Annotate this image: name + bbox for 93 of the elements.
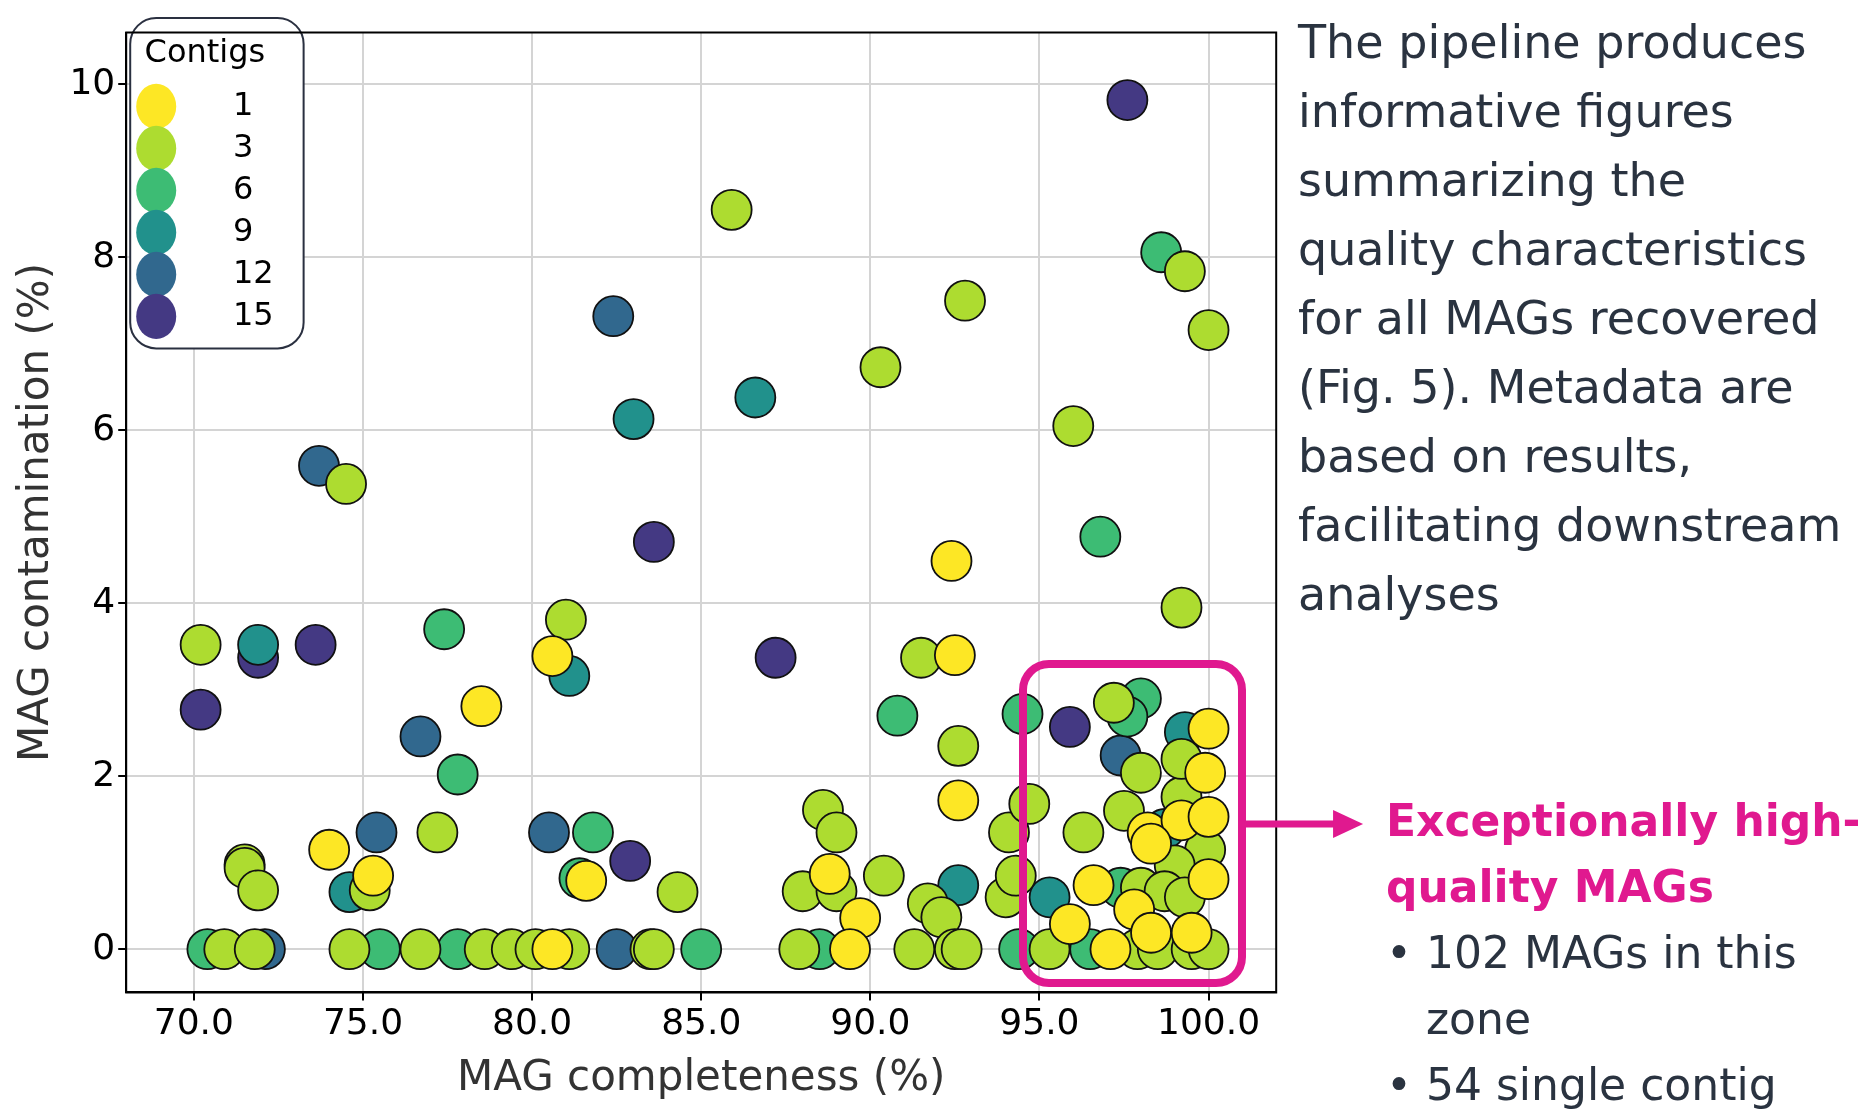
point bbox=[829, 928, 871, 971]
point bbox=[778, 928, 821, 971]
legend-label: 6 bbox=[192, 168, 254, 207]
point bbox=[1092, 681, 1135, 724]
point bbox=[808, 853, 851, 895]
point bbox=[612, 398, 655, 441]
point bbox=[710, 188, 753, 231]
point bbox=[1187, 707, 1230, 750]
point bbox=[237, 623, 280, 666]
point bbox=[1048, 903, 1091, 945]
point bbox=[937, 864, 980, 907]
x-tick-label: 90.0 bbox=[830, 1001, 911, 1043]
point bbox=[355, 811, 398, 854]
point bbox=[1187, 309, 1230, 351]
point bbox=[565, 859, 608, 902]
point bbox=[1160, 586, 1203, 629]
legend-label: 12 bbox=[192, 252, 274, 291]
point bbox=[893, 928, 936, 971]
point bbox=[632, 521, 675, 563]
point bbox=[416, 811, 459, 854]
point bbox=[680, 928, 723, 971]
point bbox=[609, 840, 652, 882]
point bbox=[1130, 911, 1172, 954]
x-axis-title: MAG completeness (%) bbox=[456, 1050, 946, 1100]
legend-label: 1 bbox=[192, 84, 254, 123]
x-tick-label: 85.0 bbox=[661, 1001, 742, 1043]
x-tick-label: 95.0 bbox=[999, 1001, 1080, 1043]
x-tick-label: 75.0 bbox=[322, 1001, 404, 1043]
point bbox=[1048, 706, 1091, 748]
point bbox=[944, 279, 986, 322]
y-tick-label: 10 bbox=[69, 60, 116, 102]
legend-label: 9 bbox=[192, 210, 254, 249]
point bbox=[933, 634, 976, 677]
point bbox=[1120, 751, 1162, 794]
point bbox=[531, 928, 574, 971]
point bbox=[325, 463, 367, 505]
point bbox=[399, 928, 442, 971]
point bbox=[734, 376, 777, 419]
point bbox=[900, 636, 942, 679]
point bbox=[937, 725, 980, 767]
point bbox=[1187, 858, 1230, 901]
text: • 54 single contig bbox=[1386, 1057, 1778, 1112]
legend-label: 3 bbox=[192, 126, 254, 165]
point bbox=[1079, 515, 1122, 558]
text: • 102 MAGs in this zone bbox=[1386, 925, 1798, 1046]
point bbox=[436, 753, 479, 796]
y-tick-label: 8 bbox=[92, 233, 116, 275]
point bbox=[754, 636, 797, 679]
point bbox=[862, 854, 905, 897]
point bbox=[1170, 911, 1213, 954]
point bbox=[308, 828, 351, 871]
point bbox=[460, 685, 503, 728]
y-tick-label: 0 bbox=[92, 925, 116, 967]
point bbox=[1052, 405, 1095, 447]
point bbox=[328, 928, 371, 971]
point bbox=[237, 869, 280, 912]
point bbox=[531, 635, 574, 677]
point bbox=[179, 688, 222, 731]
point bbox=[1062, 811, 1105, 854]
point bbox=[1187, 795, 1230, 838]
point bbox=[815, 811, 858, 854]
point bbox=[930, 540, 973, 582]
point bbox=[1072, 864, 1115, 907]
point bbox=[1089, 928, 1132, 971]
point bbox=[294, 623, 337, 666]
legend-label: 15 bbox=[192, 294, 274, 333]
point bbox=[859, 346, 902, 389]
legend-title: Contigs bbox=[144, 32, 266, 71]
point bbox=[399, 715, 442, 758]
point bbox=[1106, 79, 1149, 121]
x-tick-label: 80.0 bbox=[492, 1001, 573, 1043]
point bbox=[656, 871, 699, 913]
point bbox=[920, 896, 963, 939]
point bbox=[545, 598, 587, 641]
point bbox=[179, 623, 222, 666]
text: The pipeline produces informative figures summarizing the quality characteristics for all MAGs recovered (Fig. 5). Metadata are based on results, facilitating downstream analyses bbox=[1298, 15, 1842, 621]
y-tick-label: 6 bbox=[92, 406, 116, 448]
y-axis-title: MAG contamination (%) bbox=[9, 262, 59, 763]
point bbox=[876, 694, 919, 737]
y-tick-label: 2 bbox=[92, 752, 116, 794]
x-tick-label: 100.0 bbox=[1157, 1001, 1261, 1043]
point bbox=[572, 811, 614, 854]
point bbox=[352, 854, 395, 897]
point bbox=[592, 295, 635, 338]
x-tick-label: 70.0 bbox=[153, 1001, 234, 1043]
point bbox=[233, 928, 276, 971]
y-tick-label: 4 bbox=[92, 579, 116, 621]
point bbox=[423, 608, 466, 651]
point bbox=[940, 928, 983, 971]
point bbox=[528, 811, 570, 854]
point bbox=[1184, 751, 1227, 794]
point bbox=[937, 779, 980, 822]
point bbox=[1163, 250, 1206, 293]
